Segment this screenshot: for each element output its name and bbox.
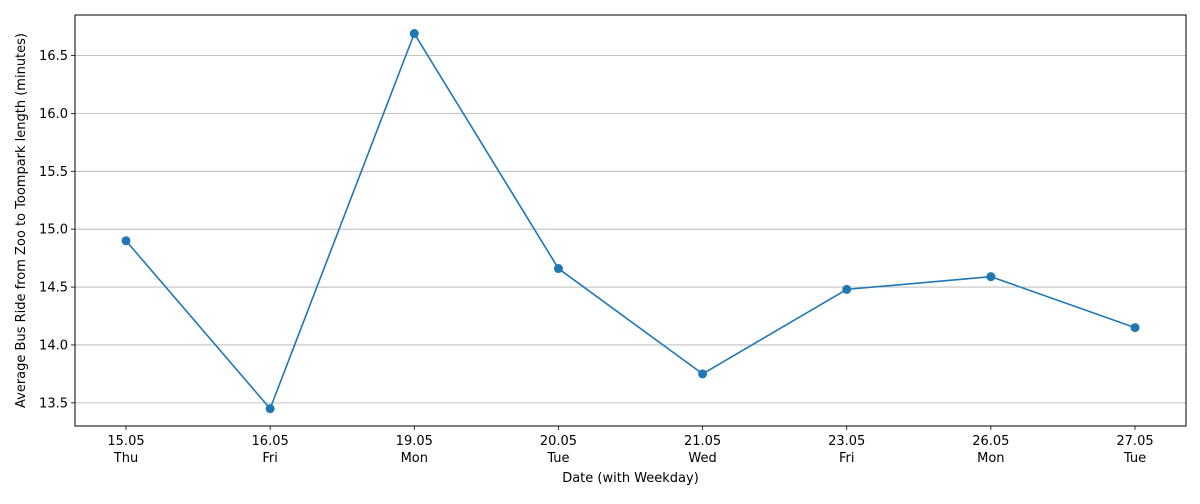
data-point	[842, 284, 852, 294]
x-tick-label-date: 20.05	[540, 434, 577, 449]
x-tick-label-weekday: Fri	[262, 451, 278, 466]
data-point	[121, 236, 131, 246]
data-point	[986, 272, 996, 282]
x-tick-label-date: 19.05	[396, 434, 433, 449]
y-tick-label: 15.5	[39, 165, 68, 180]
x-tick-label-weekday: Wed	[688, 451, 716, 466]
data-point	[409, 29, 419, 39]
x-tick-label-weekday: Tue	[546, 451, 569, 466]
y-tick-label: 13.5	[39, 396, 68, 411]
data-point	[553, 264, 563, 274]
x-tick-label-weekday: Tue	[1123, 451, 1146, 466]
x-axis-ticks: 15.05 Thu 16.05 Fri 19.05 Mon 20.05 Tue 21.05 Wed…	[107, 426, 1154, 466]
x-tick-label-weekday: Fri	[839, 451, 855, 466]
x-tick-label-date: 27.05	[1116, 434, 1153, 449]
series-line	[125, 32, 1136, 410]
plot-area-frame	[74, 14, 1187, 427]
series-layer	[121, 29, 1140, 414]
data-point	[698, 369, 708, 379]
x-tick-label-date: 26.05	[972, 434, 1009, 449]
y-tick-label: 14.0	[39, 338, 68, 353]
grid-lines	[75, 55, 1186, 404]
data-point	[265, 404, 275, 414]
x-axis-label: Date (with Weekday)	[562, 471, 699, 486]
y-axis-label: Average Bus Ride from Zoo to Toompark le…	[14, 33, 29, 408]
y-tick-label: 16.0	[39, 107, 68, 122]
y-tick-label: 16.5	[39, 49, 68, 64]
y-tick-label: 14.5	[39, 281, 68, 296]
x-tick-label-weekday: Mon	[401, 451, 428, 466]
x-tick-label-weekday: Thu	[113, 451, 138, 466]
x-tick-label-date: 15.05	[107, 434, 144, 449]
x-tick-label-date: 16.05	[252, 434, 289, 449]
y-axis-ticks: 13.5 14.0 14.5 15.0 15.5 16.0 16.5	[39, 49, 75, 411]
x-tick-label-date: 23.05	[828, 434, 865, 449]
data-point	[1130, 323, 1140, 333]
x-tick-label-date: 21.05	[684, 434, 721, 449]
x-tick-label-weekday: Mon	[977, 451, 1004, 466]
y-tick-label: 15.0	[39, 223, 68, 238]
